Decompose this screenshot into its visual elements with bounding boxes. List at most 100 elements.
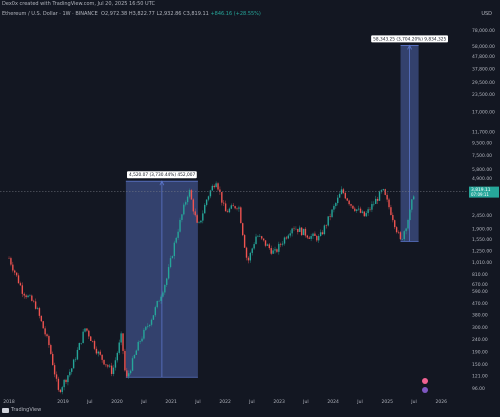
y-tick-label: 590.00 (472, 289, 488, 295)
y-tick-label: 9,500.00 (472, 140, 492, 146)
candle-body (29, 295, 31, 297)
candle-body (152, 315, 155, 320)
y-tick-label: 1,250.00 (472, 249, 492, 255)
candle-body (394, 220, 396, 228)
candle-body (82, 331, 84, 343)
candle-body (137, 341, 139, 351)
candle-body (407, 219, 409, 229)
candle-body (8, 258, 10, 259)
candle-body (228, 208, 231, 213)
candle-body (371, 204, 373, 210)
candle-body (354, 208, 356, 211)
candle-body (310, 236, 312, 239)
candle-body (403, 231, 405, 240)
candle-body (17, 275, 20, 284)
candle-body (99, 351, 101, 355)
candle-body (164, 284, 166, 293)
y-tick-label: 47,800.00 (472, 54, 495, 60)
range-label-box (126, 171, 197, 179)
candle-body (48, 336, 50, 346)
candle-body (53, 365, 56, 375)
candle-body (238, 207, 240, 209)
candle-body (253, 244, 255, 249)
candle-body (230, 205, 233, 209)
candle-body (169, 258, 172, 268)
candle-body (116, 352, 119, 361)
tradingview-footer: TradingView (2, 407, 41, 413)
candle-body (118, 342, 120, 353)
candle-body (215, 183, 217, 188)
candle-body (46, 334, 48, 337)
candle-body (65, 379, 67, 383)
candle-body (300, 227, 303, 236)
candle-body (147, 326, 149, 327)
y-tick-label: 300.00 (472, 325, 488, 331)
candle-body (386, 194, 388, 200)
candle-body (74, 359, 77, 360)
candle-body (302, 228, 305, 236)
x-tick-label: 2019 (57, 399, 69, 405)
candle-body (323, 225, 326, 235)
candle-body (44, 328, 46, 335)
event-marker-icon (422, 387, 428, 393)
x-tick-label: 2025 (382, 399, 394, 405)
candle-body (365, 213, 367, 217)
candle-body (272, 250, 274, 254)
candle-body (291, 228, 293, 234)
candle-body (338, 194, 341, 198)
candle-body (308, 237, 310, 239)
candle-body (202, 213, 204, 221)
candle-body (361, 211, 364, 213)
y-tick-label: 670.00 (472, 282, 488, 288)
candle-body (200, 220, 202, 223)
range-label: 4,520.07 (3,730.44%) 452,007 (129, 172, 195, 178)
candle-body (133, 354, 136, 359)
candle-body (280, 243, 282, 245)
candle-body (344, 192, 347, 199)
candle-body (392, 215, 394, 221)
y-tick-label: 4,900.00 (472, 176, 492, 182)
x-tick-label: 2026 (436, 399, 448, 405)
candle-body (274, 249, 276, 251)
candle-body (52, 353, 54, 366)
candle-body (19, 283, 22, 286)
candle-body (342, 189, 345, 193)
candle-body (236, 208, 238, 209)
candle-body (183, 204, 185, 215)
y-tick-label: 1,550.00 (472, 237, 492, 243)
candle-body (261, 236, 263, 239)
y-tick-label: 190.00 (472, 349, 488, 355)
candle-body (78, 343, 81, 350)
candle-body (333, 206, 335, 210)
candle-body (337, 197, 339, 204)
y-tick-label: 150.00 (472, 362, 488, 368)
x-tick-label: 2021 (165, 399, 177, 405)
candle-body (405, 228, 407, 232)
candle-body (285, 237, 288, 239)
symbol-legend: Ethereum / U.S. Dollar · 1W · BINANCE O2… (2, 11, 261, 17)
candle-body (135, 350, 138, 355)
candle-body (175, 237, 177, 243)
candle-body (76, 349, 79, 360)
candle-body (154, 307, 157, 316)
candle-body (69, 371, 71, 376)
candle-body (110, 365, 113, 374)
candle-body (160, 296, 162, 301)
tradingview-logo-icon (2, 407, 9, 413)
candle-body (67, 375, 69, 383)
candle-body (316, 235, 318, 241)
candle-body (171, 256, 174, 259)
candle-body (369, 209, 371, 210)
candle-body (86, 328, 88, 331)
candle-body (380, 190, 383, 192)
candle-body (240, 207, 242, 224)
candle-body (196, 215, 198, 223)
candle-body (10, 258, 12, 265)
x-tick-label: Jul (302, 399, 308, 405)
candle-body (217, 183, 219, 190)
candle-body (409, 209, 411, 220)
candle-body (329, 216, 331, 217)
candle-body (295, 228, 297, 230)
candle-body (340, 189, 343, 195)
